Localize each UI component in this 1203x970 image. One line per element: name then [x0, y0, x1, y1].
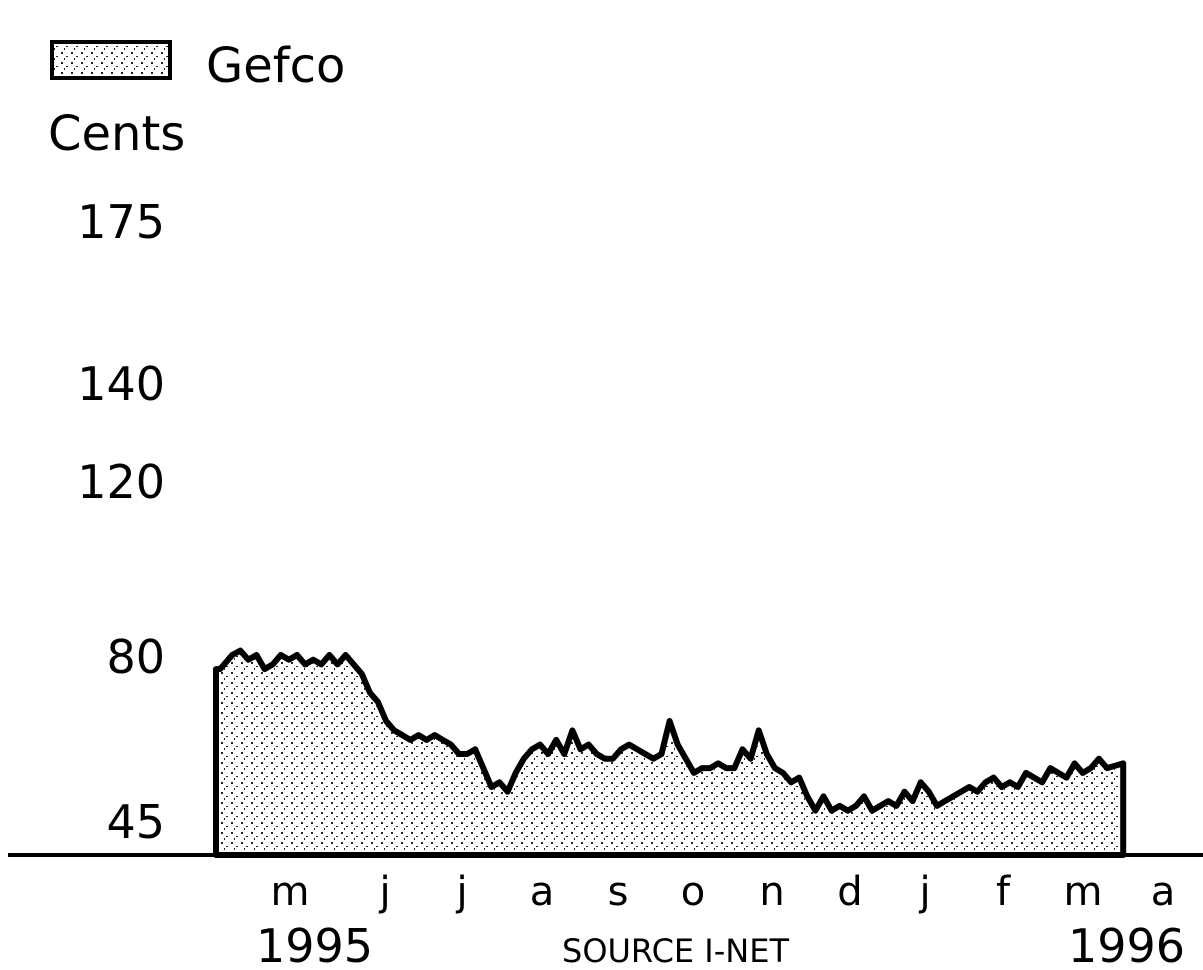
x-tick-label: j: [918, 869, 930, 915]
year-label-1996: 1996: [1068, 919, 1185, 970]
x-tick-label: s: [608, 869, 629, 915]
x-tick-label: a: [1151, 869, 1176, 915]
x-tick-label: a: [530, 869, 555, 915]
x-tick-label: j: [378, 869, 390, 915]
legend-swatch: [50, 40, 172, 80]
y-tick-labels: 175 140 120 80 45: [77, 195, 165, 849]
y-tick-label: 80: [106, 630, 165, 684]
x-tick-label: m: [271, 869, 310, 915]
series-area-gefco: [213, 647, 1127, 858]
x-tick-label: o: [681, 869, 705, 915]
x-tick-label: d: [837, 869, 862, 915]
y-tick-label: 45: [106, 795, 165, 849]
year-label-1995: 1995: [256, 919, 373, 970]
y-tick-label: 120: [77, 455, 165, 509]
x-tick-label: f: [996, 869, 1011, 915]
legend-label: Gefco: [206, 38, 345, 94]
x-tick-label: j: [455, 869, 467, 915]
source-label: SOURCE I-NET: [562, 932, 789, 970]
x-tick-label: n: [759, 869, 784, 915]
x-tick-label: m: [1064, 869, 1103, 915]
y-tick-label: 175: [77, 195, 165, 249]
y-tick-label: 140: [77, 357, 165, 411]
y-axis-label: Cents: [48, 106, 185, 162]
